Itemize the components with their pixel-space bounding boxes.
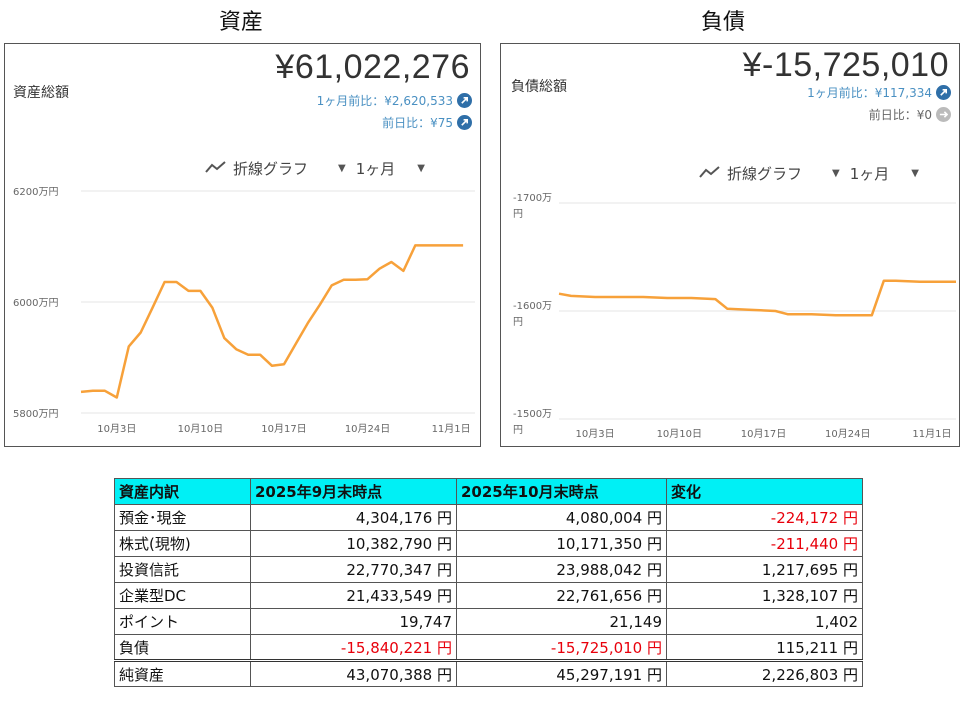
assets-chart-type-dropdown[interactable]: 折線グラフ (205, 158, 308, 179)
table-row-label: 投資信託 (114, 556, 251, 583)
table-cell: 1,328,107 円 (666, 582, 863, 609)
assets-total-label: 資産総額 (13, 85, 69, 101)
table-cell: -15,725,010 円 (456, 634, 667, 661)
liabilities-day-compare-text: 前日比：¥0 (868, 108, 932, 122)
liabilities-total-label: 負債総額 (511, 79, 567, 95)
assets-chart-controls: 折線グラフ ▼ 1ヶ月 ▼ (205, 158, 425, 179)
table-header-cell: 2025年10月末時点 (456, 478, 667, 505)
table-cell: 21,149 (456, 608, 667, 635)
y-tick-label: 6000万円 (13, 298, 58, 309)
y-tick-label: -1600万円 (513, 301, 552, 328)
x-tick-label: 10月24日 (345, 423, 390, 435)
assets-month-compare: 1ヶ月前比：¥2,620,533 (317, 92, 472, 109)
table-header-cell: 2025年9月末時点 (250, 478, 457, 505)
table-cell: 2,226,803 円 (666, 659, 863, 687)
table-cell: -224,172 円 (666, 504, 863, 531)
x-tick-label: 10月24日 (825, 428, 870, 440)
liabilities-period-label: 1ヶ月 (849, 165, 890, 183)
table-row-label: 企業型DC (114, 582, 251, 609)
table-cell: 19,747 (250, 608, 457, 635)
y-tick-label: -1700万円 (513, 193, 552, 220)
table-header-cell: 資産内訳 (114, 478, 251, 505)
liabilities-panel: 負債総額 ¥-15,725,010 1ヶ月前比：¥117,334 前日比：¥0 … (500, 43, 960, 447)
x-tick-label: 10月10日 (178, 423, 223, 435)
table-cell: 21,433,549 円 (250, 582, 457, 609)
series-line (558, 279, 956, 317)
arrow-up-right-icon (457, 93, 472, 108)
table-row-label: 株式(現物) (114, 530, 251, 557)
liabilities-day-compare: 前日比：¥0 (869, 106, 951, 123)
liabilities-chart-type-dropdown[interactable]: 折線グラフ (699, 163, 802, 184)
table-row: 預金･現金 4,304,176 円 4,080,004 円 -224,172 円 (114, 504, 863, 531)
caret-down-icon[interactable]: ▼ (832, 168, 840, 179)
table-header-cell: 変化 (666, 478, 863, 505)
y-tick-label: 5800万円 (13, 409, 58, 420)
y-tick-label: 6200万円 (13, 187, 58, 198)
x-tick-label: 10月3日 (576, 428, 615, 440)
liabilities-chart-type-label: 折線グラフ (727, 165, 803, 183)
caret-down-icon[interactable]: ▼ (417, 163, 425, 174)
liabilities-total-value: ¥-15,725,010 (742, 46, 949, 84)
table-row: 投資信託 22,770,347 円 23,988,042 円 1,217,695 円 (114, 556, 863, 583)
liabilities-period-dropdown[interactable]: 1ヶ月 (850, 163, 890, 184)
assets-period-label: 1ヶ月 (355, 160, 396, 178)
assets-period-dropdown[interactable]: 1ヶ月 (356, 158, 396, 179)
line-chart-icon (205, 160, 227, 178)
x-tick-label: 10月17日 (741, 428, 786, 440)
assets-panel: 資産総額 ¥61,022,276 1ヶ月前比：¥2,620,533 前日比：¥7… (4, 43, 481, 447)
assets-month-compare-text: 1ヶ月前比：¥2,620,533 (316, 94, 453, 108)
assets-section-title: 資産 (218, 10, 263, 35)
table-cell: 1,217,695 円 (666, 556, 863, 583)
liabilities-month-compare-text: 1ヶ月前比：¥117,334 (807, 86, 932, 100)
liabilities-section-title: 負債 (700, 10, 745, 35)
table-row: 純資産 43,070,388 円 45,297,191 円 2,226,803 円 (114, 659, 863, 687)
table-cell: 4,080,004 円 (456, 504, 667, 531)
assets-day-compare-text: 前日比：¥75 (382, 116, 453, 130)
x-tick-label: 10月10日 (657, 428, 702, 440)
table-row: 企業型DC 21,433,549 円 22,761,656 円 1,328,107 円 (114, 582, 863, 609)
assets-day-compare: 前日比：¥75 (382, 114, 472, 131)
arrow-up-right-icon (457, 115, 472, 130)
assets-chart-type-label: 折線グラフ (233, 160, 309, 178)
table-cell: -15,840,221 円 (250, 634, 457, 661)
table-row-label: 負債 (114, 634, 251, 661)
table-row-label: 純資産 (114, 659, 251, 687)
x-tick-label: 11月1日 (432, 423, 471, 435)
table-cell: 10,171,350 円 (456, 530, 667, 557)
table-cell: -211,440 円 (666, 530, 863, 557)
table-cell: 10,382,790 円 (250, 530, 457, 557)
table-row: 負債 -15,840,221 円 -15,725,010 円 115,211 円 (114, 634, 863, 661)
table-cell: 43,070,388 円 (250, 659, 457, 687)
x-tick-label: 10月3日 (97, 423, 136, 435)
asset-breakdown-table-wrapper: 資産内訳 2025年9月末時点 2025年10月末時点 変化 預金･現金 4,30… (114, 478, 863, 687)
liabilities-chart-controls: 折線グラフ ▼ 1ヶ月 ▼ (699, 163, 919, 184)
caret-down-icon[interactable]: ▼ (911, 168, 919, 179)
assets-total-value: ¥61,022,276 (275, 48, 470, 86)
asset-breakdown-table: 資産内訳 2025年9月末時点 2025年10月末時点 変化 預金･現金 4,30… (114, 478, 863, 687)
table-cell: 115,211 円 (666, 634, 863, 661)
arrow-right-icon (936, 107, 951, 122)
series-line (80, 244, 464, 399)
table-header-row: 資産内訳 2025年9月末時点 2025年10月末時点 変化 (114, 478, 863, 505)
table-row: ポイント 19,747 21,149 1,402 (114, 608, 863, 635)
table-cell: 45,297,191 円 (456, 659, 667, 687)
y-tick-label: -1500万円 (513, 409, 552, 436)
x-tick-label: 11月1日 (912, 428, 951, 440)
table-row: 株式(現物) 10,382,790 円 10,171,350 円 -211,440 円 (114, 530, 863, 557)
liabilities-line-chart: -1700万円 -1600万円 -1500万円 10月3日 10月10日 10月17日 10… (513, 193, 956, 440)
table-row-label: ポイント (114, 608, 251, 635)
arrow-up-right-icon (936, 85, 951, 100)
caret-down-icon[interactable]: ▼ (338, 163, 346, 174)
x-tick-label: 10月17日 (261, 423, 306, 435)
table-row-label: 預金･現金 (114, 504, 251, 531)
table-cell: 1,402 (666, 608, 863, 635)
line-chart-icon (699, 165, 721, 183)
table-cell: 23,988,042 円 (456, 556, 667, 583)
table-cell: 22,770,347 円 (250, 556, 457, 583)
table-cell: 4,304,176 円 (250, 504, 457, 531)
table-cell: 22,761,656 円 (456, 582, 667, 609)
assets-line-chart: 6200万円 6000万円 5800万円 10月3日 10月10日 10月17日 10月24… (13, 187, 475, 435)
liabilities-month-compare: 1ヶ月前比：¥117,334 (807, 84, 951, 101)
